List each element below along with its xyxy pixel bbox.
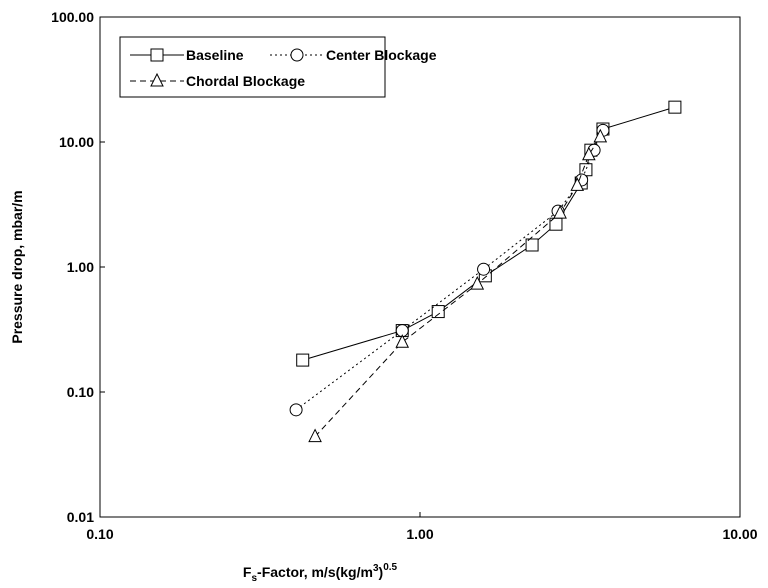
x-label-part: ): [379, 564, 384, 580]
x-label-part: 0.5: [383, 562, 397, 573]
marker: [593, 128, 608, 143]
legend-marker: [150, 48, 164, 62]
marker: [570, 177, 585, 191]
y-axis-label: Pressure drop, mbar/m: [9, 190, 25, 343]
marker: [289, 403, 303, 417]
x-tick-label: 10.00: [722, 526, 757, 542]
marker: [308, 428, 322, 443]
x-label-part: s: [251, 573, 257, 583]
x-tick-label: 1.00: [406, 526, 433, 542]
series-line: [302, 106, 676, 361]
y-tick-label: 0.10: [67, 384, 94, 400]
x-label-part: F: [243, 564, 252, 580]
y-tick-label: 100.00: [51, 9, 94, 25]
marker: [431, 305, 445, 319]
x-axis-label: Fs-Factor, m/s(kg/m3)0.5: [243, 562, 398, 583]
marker: [668, 100, 682, 114]
marker: [395, 334, 410, 348]
marker: [553, 204, 567, 219]
y-tick-label: 1.00: [67, 259, 94, 275]
marker: [296, 353, 310, 367]
x-tick-label: 0.10: [86, 526, 113, 542]
legend-label: Chordal Blockage: [186, 73, 305, 89]
x-label-part: -Factor, m/s(kg/m: [257, 564, 373, 580]
y-tick-label: 0.01: [67, 509, 94, 525]
y-tick-label: 10.00: [59, 134, 94, 150]
marker: [582, 146, 596, 161]
series-line: [295, 130, 604, 411]
marker: [525, 238, 539, 252]
series-line: [314, 136, 601, 437]
legend-label: Center Blockage: [326, 47, 437, 63]
legend-box: [119, 36, 386, 98]
marker: [477, 262, 491, 276]
marker: [470, 275, 485, 290]
legend-marker: [290, 48, 304, 62]
legend-label: Baseline: [186, 47, 244, 63]
x-label-part: 3: [373, 563, 379, 574]
legend-marker: [150, 72, 164, 87]
